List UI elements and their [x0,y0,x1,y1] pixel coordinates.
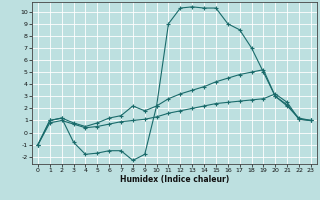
X-axis label: Humidex (Indice chaleur): Humidex (Indice chaleur) [120,175,229,184]
